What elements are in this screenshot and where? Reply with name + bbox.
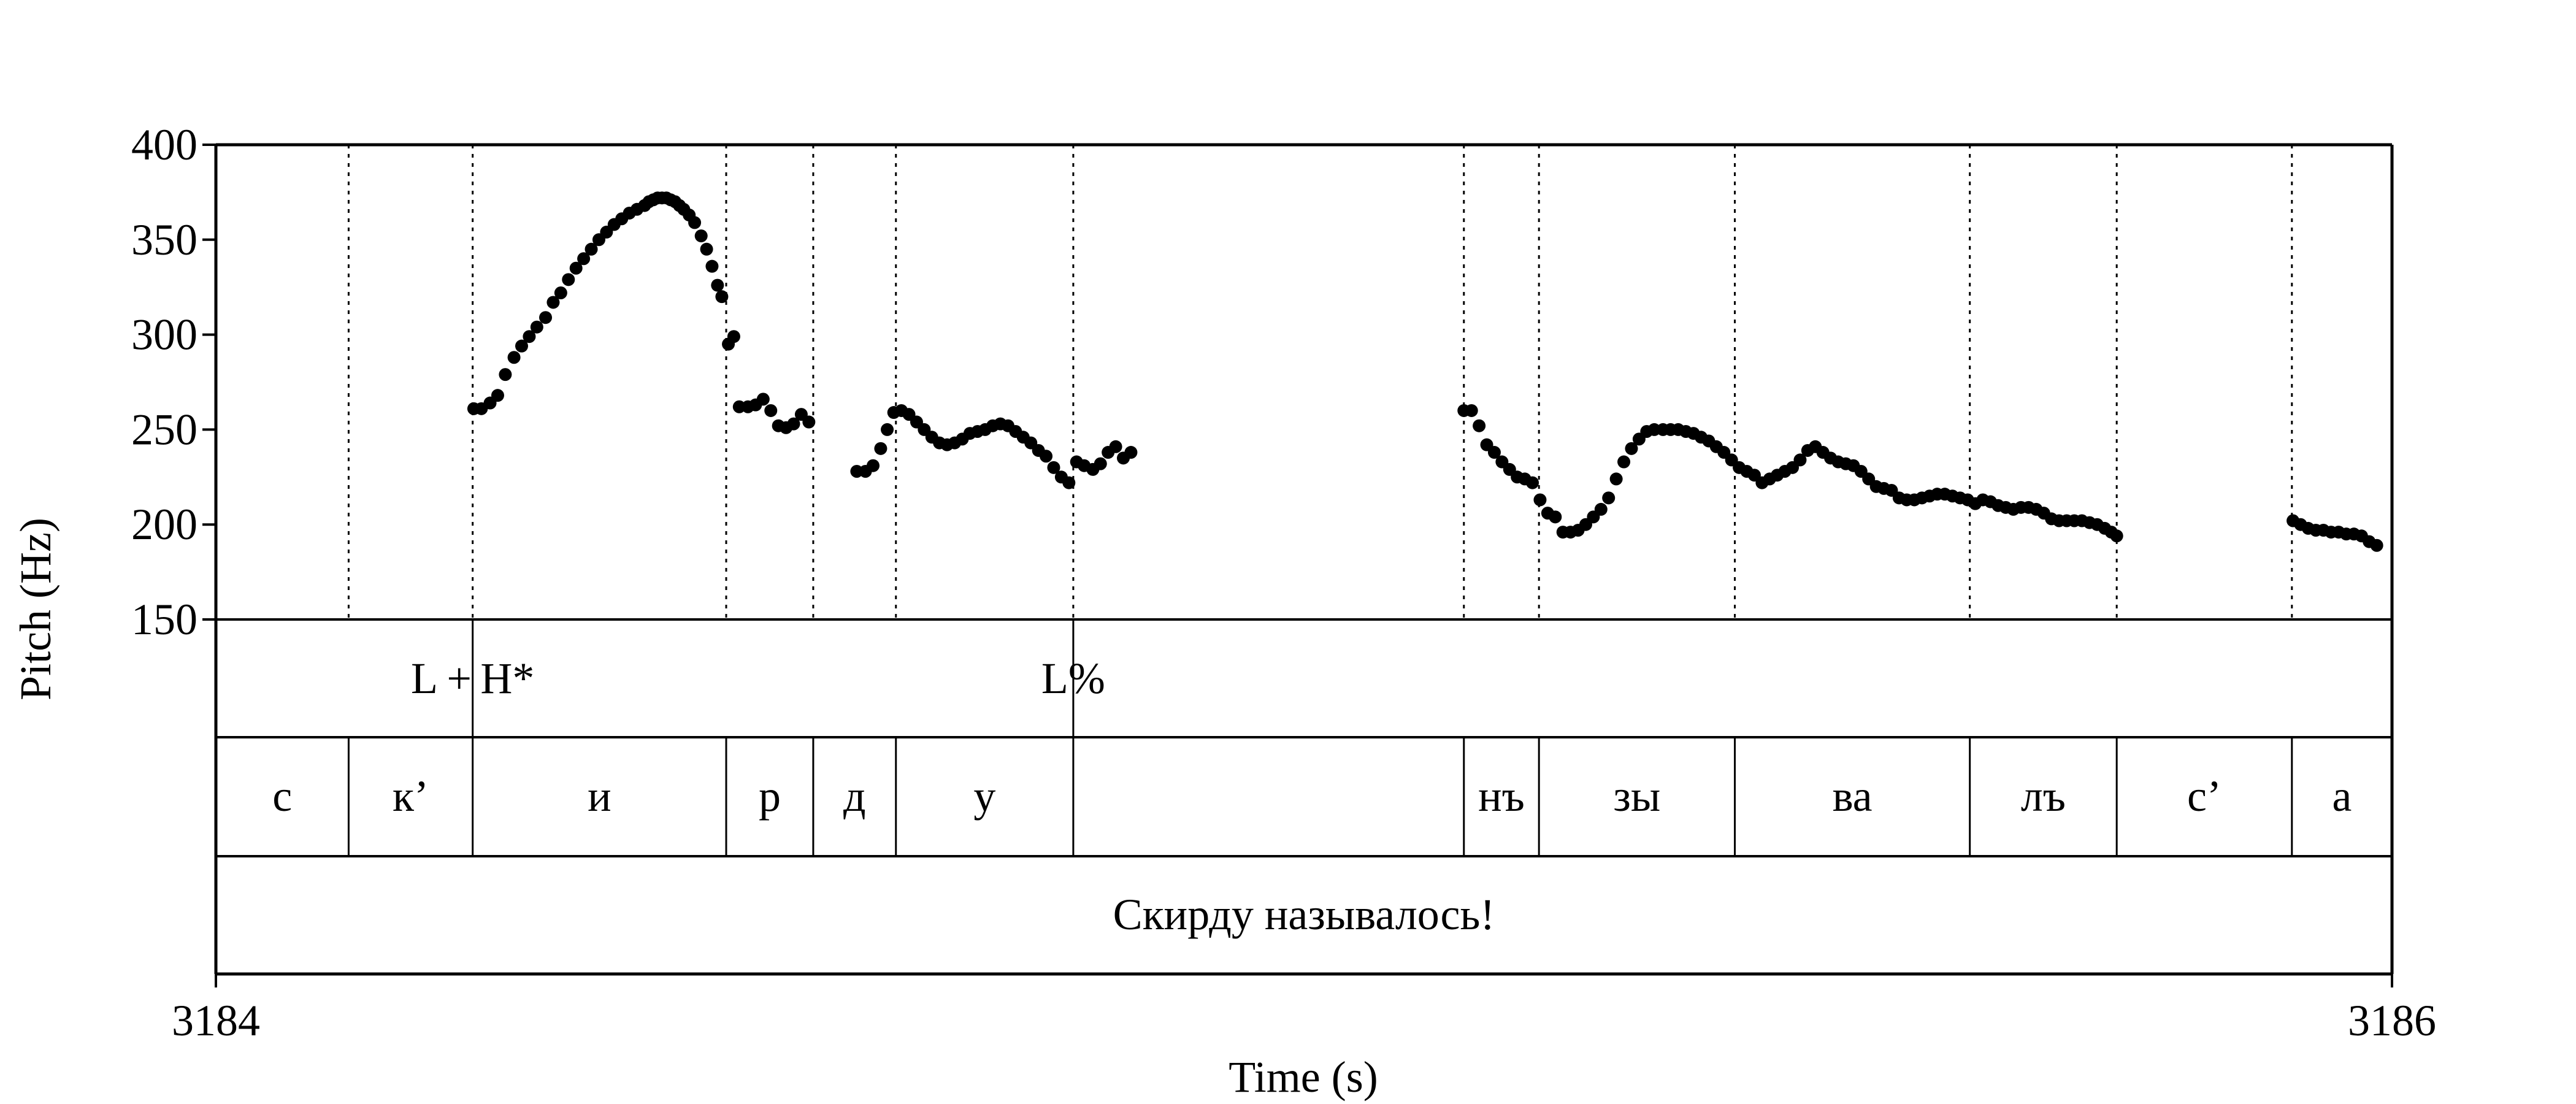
segment-label: у xyxy=(973,772,995,821)
segment-label: и xyxy=(588,772,611,821)
segment-label: р xyxy=(759,772,781,821)
pitch-point xyxy=(539,311,553,324)
y-tick-label: 300 xyxy=(131,310,197,359)
pitch-point xyxy=(874,442,887,455)
segment-label: с’ xyxy=(2187,772,2221,821)
pitch-point xyxy=(1094,457,1107,470)
pitch-point xyxy=(1047,461,1060,474)
pitch-point xyxy=(1124,446,1138,459)
segment-label: ва xyxy=(1833,772,1873,821)
pitch-point xyxy=(1062,476,1076,489)
pitch-point xyxy=(700,242,713,256)
pitch-point xyxy=(1625,442,1638,455)
pitch-point xyxy=(515,339,528,353)
pitch-point xyxy=(491,389,504,402)
pitch-point xyxy=(881,423,894,436)
pitch-point xyxy=(507,351,521,364)
segment-label: к’ xyxy=(393,772,429,821)
pitch-point xyxy=(1109,440,1122,453)
tone-label: L + H* xyxy=(411,654,534,703)
pitch-point xyxy=(1473,419,1486,432)
segment-label: с xyxy=(272,772,292,821)
pitch-point xyxy=(1487,446,1501,459)
pitch-point xyxy=(1594,502,1608,516)
x-axis-label: Time (s) xyxy=(1229,1052,1378,1102)
pitch-point xyxy=(727,330,740,343)
pitch-point xyxy=(694,229,708,243)
segment-label: а xyxy=(2332,772,2352,821)
pitch-point xyxy=(569,261,583,275)
pitch-point xyxy=(1533,493,1547,507)
pitch-point xyxy=(1549,510,1562,524)
pitch-point xyxy=(756,393,770,406)
pitch-point xyxy=(1040,450,1053,463)
pitch-point xyxy=(2370,539,2383,552)
pitch-point xyxy=(530,320,543,334)
y-tick-label: 400 xyxy=(131,120,197,169)
y-tick-label: 350 xyxy=(131,215,197,264)
x-tick-label: 3184 xyxy=(172,996,260,1045)
pitch-point xyxy=(802,415,816,429)
pitch-point xyxy=(562,273,575,286)
segment-label: нъ xyxy=(1478,772,1525,821)
y-tick-label: 250 xyxy=(131,405,197,454)
pitch-point xyxy=(1465,404,1478,417)
pitch-point xyxy=(523,330,536,343)
tier-labels: L + H* L% с к’ и р д у нъ зы ва лъ с’ а Скирду называл… xyxy=(272,654,2352,939)
pitch-point xyxy=(554,286,567,299)
tone-label: L% xyxy=(1041,654,1105,703)
pitch-point xyxy=(866,459,880,472)
pitch-point xyxy=(711,278,724,292)
pitch-point xyxy=(705,259,719,273)
segment-label: лъ xyxy=(2021,772,2066,821)
pitch-point xyxy=(764,404,778,417)
pitch-point xyxy=(577,252,591,266)
pitch-point xyxy=(715,290,729,304)
pitch-point xyxy=(585,242,598,256)
segment-label: зы xyxy=(1613,772,1660,821)
pitch-point xyxy=(1793,453,1807,467)
pitch-points xyxy=(467,191,2383,552)
sentence-label: Скирду называлось! xyxy=(1113,890,1495,939)
y-tick-label: 150 xyxy=(131,595,197,644)
pitch-point xyxy=(1609,472,1623,486)
x-tick-label: 3186 xyxy=(2348,996,2436,1045)
segment-label: д xyxy=(843,772,866,821)
pitch-point xyxy=(688,216,702,229)
pitch-point xyxy=(787,417,800,431)
pitch-point xyxy=(1526,476,1539,489)
y-axis-label: Pitch (Hz) xyxy=(11,518,60,700)
pitch-point xyxy=(1617,455,1631,469)
tier-grid xyxy=(216,618,2392,857)
pitch-point xyxy=(546,296,560,309)
pitch-point xyxy=(1602,491,1616,505)
y-tick-label: 200 xyxy=(131,500,197,549)
pitch-point xyxy=(499,368,512,381)
pitch-point xyxy=(2110,529,2123,543)
axes: 400 350 300 250 200 150 3184 3186 xyxy=(131,120,2436,1045)
